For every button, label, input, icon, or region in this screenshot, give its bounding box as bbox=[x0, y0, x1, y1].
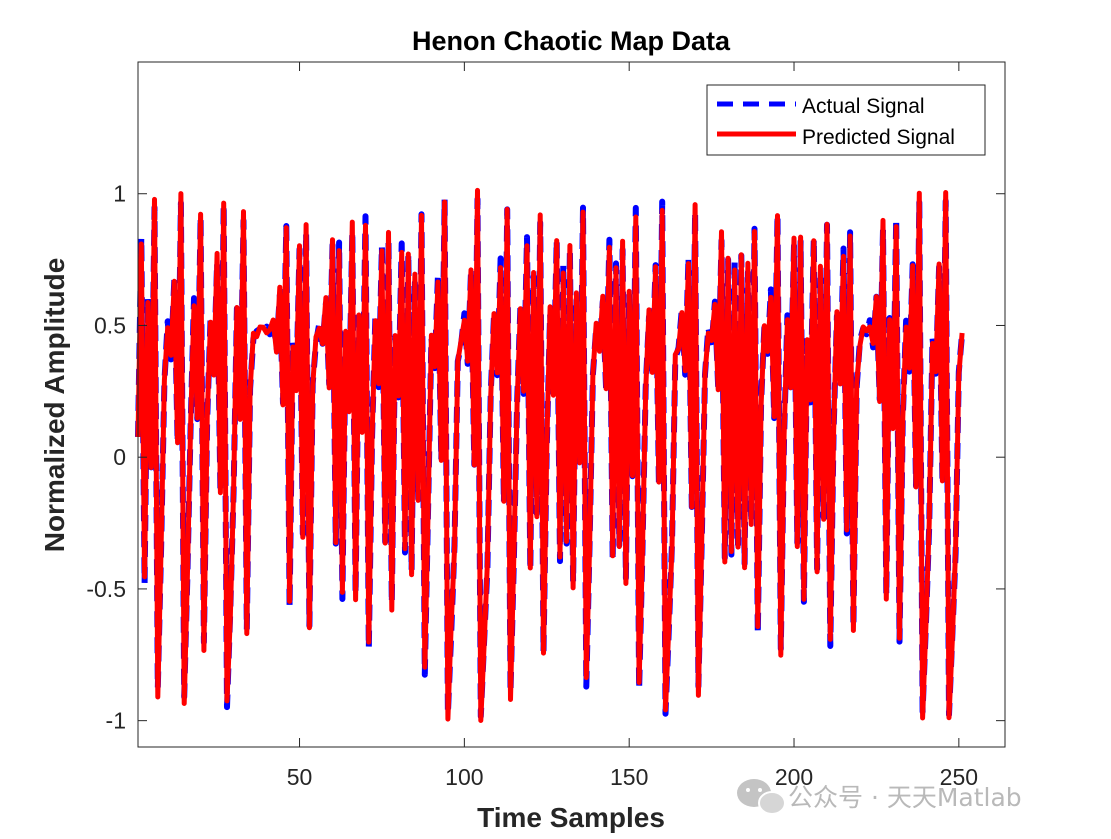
y-tick-label: -1 bbox=[106, 708, 126, 734]
x-tick-label: 50 bbox=[287, 764, 313, 790]
watermark: 公众号 · 天天Matlab bbox=[737, 779, 1022, 815]
watermark-text: 公众号 · 天天Matlab bbox=[788, 783, 1022, 812]
axes-box bbox=[137, 61, 1006, 748]
legend: Actual Signal Predicted Signal bbox=[706, 84, 986, 156]
legend-label-actual: Actual Signal bbox=[802, 95, 925, 118]
x-tick-label: 150 bbox=[610, 764, 648, 790]
y-axis-label: Normalized Amplitude bbox=[39, 258, 70, 553]
plot-lines bbox=[135, 187, 966, 723]
x-tick-label: 200 bbox=[775, 764, 813, 790]
legend-box bbox=[706, 84, 986, 156]
y-tick-label: 0.5 bbox=[94, 312, 126, 338]
chart-title: Henon Chaotic Map Data bbox=[412, 26, 731, 56]
y-tick-label: 1 bbox=[113, 181, 126, 207]
y-tick-label: 0 bbox=[113, 444, 126, 470]
series-predicted-line bbox=[135, 187, 965, 723]
legend-label-predicted: Predicted Signal bbox=[802, 126, 955, 149]
y-tick-label: -0.5 bbox=[86, 576, 126, 602]
x-tick-label: 100 bbox=[445, 764, 483, 790]
x-axis-label: Time Samples bbox=[477, 802, 665, 833]
y-ticks: -1 -0.5 0 0.5 1 bbox=[86, 181, 1005, 734]
x-tick-label: 250 bbox=[940, 764, 978, 790]
x-ticks: 50 100 150 200 250 bbox=[287, 62, 978, 790]
wechat-icon bbox=[737, 779, 786, 815]
